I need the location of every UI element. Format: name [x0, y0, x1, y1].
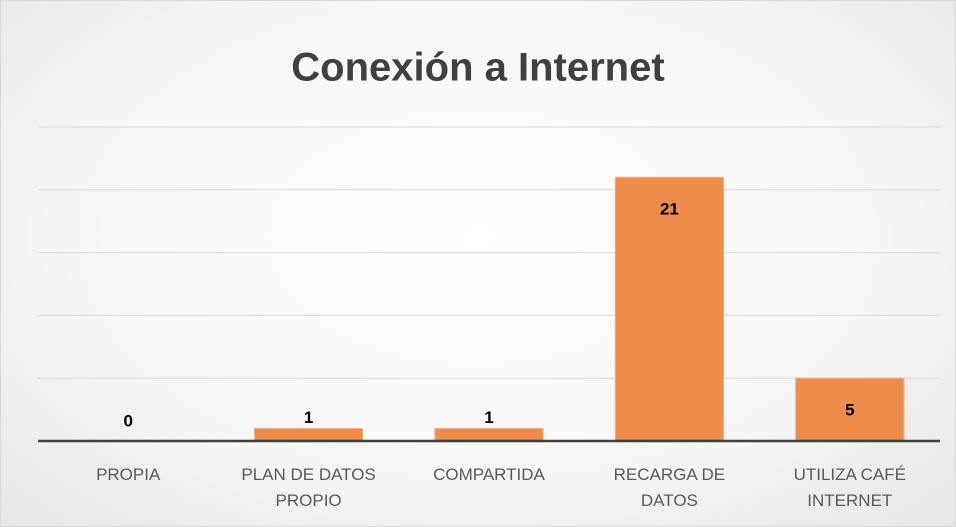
- x-tick-label: PROPIA: [96, 465, 161, 484]
- x-tick-label: UTILIZA CAFÉ INTERNET: [793, 465, 906, 510]
- data-label: 1: [304, 408, 313, 427]
- bar: [253, 427, 364, 442]
- x-tick-label: COMPARTIDA: [433, 465, 545, 484]
- x-tick-label: RECARGA DE DATOS: [613, 465, 726, 510]
- data-label: 5: [845, 401, 854, 420]
- chart-title: Conexión a Internet: [291, 46, 664, 90]
- x-tick-label: PLAN DE DATOS PROPIO: [241, 465, 376, 510]
- data-label: 0: [123, 411, 132, 430]
- bar: [795, 377, 905, 442]
- bar: [434, 427, 544, 442]
- bar: [614, 176, 725, 442]
- data-label: 21: [660, 200, 679, 219]
- data-label: 1: [484, 408, 493, 427]
